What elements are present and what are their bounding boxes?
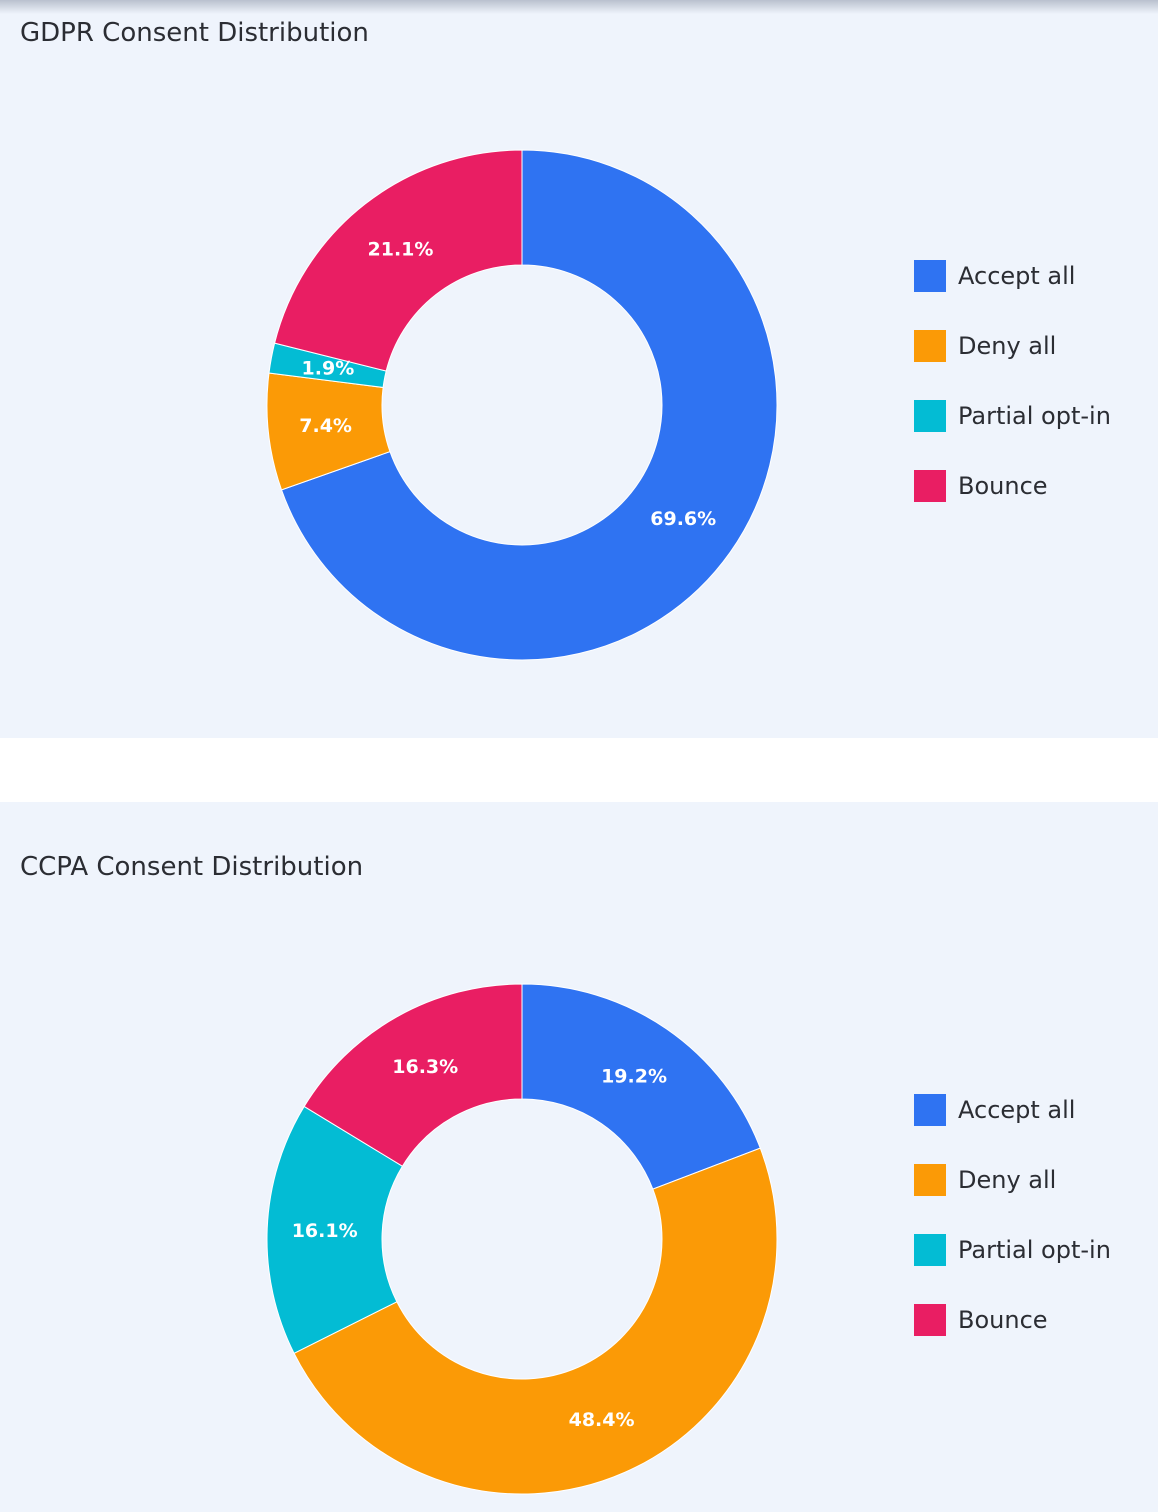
- gdpr-donut-chart: 69.6% 7.4% 1.9% 21.1%: [266, 149, 778, 661]
- legend-label: Accept all: [958, 262, 1076, 290]
- legend-swatch-deny-all: [914, 330, 946, 362]
- legend-swatch-accept-all: [914, 1094, 946, 1126]
- slice-accept-all[interactable]: [280, 149, 778, 661]
- legend-label: Accept all: [958, 1096, 1076, 1124]
- legend-swatch-bounce: [914, 470, 946, 502]
- legend-item-bounce[interactable]: Bounce: [914, 470, 1111, 502]
- legend-item-partial-opt-in[interactable]: Partial opt-in: [914, 1234, 1111, 1266]
- legend-label: Partial opt-in: [958, 1236, 1111, 1264]
- slice-bounce[interactable]: [303, 983, 523, 1167]
- legend-item-accept-all[interactable]: Accept all: [914, 1094, 1111, 1126]
- legend-label: Deny all: [958, 332, 1057, 360]
- legend-item-bounce[interactable]: Bounce: [914, 1304, 1111, 1336]
- legend-swatch-accept-all: [914, 260, 946, 292]
- ccpa-donut-chart: 19.2% 48.4% 16.1% 16.3%: [266, 983, 778, 1495]
- data-label-bounce: 16.3%: [392, 1056, 458, 1078]
- legend-item-deny-all[interactable]: Deny all: [914, 1164, 1111, 1196]
- legend-label: Deny all: [958, 1166, 1057, 1194]
- data-label-partial-opt-in: 16.1%: [292, 1220, 358, 1242]
- data-label-bounce: 21.1%: [368, 238, 434, 260]
- slice-accept-all[interactable]: [521, 983, 761, 1190]
- legend-label: Partial opt-in: [958, 402, 1111, 430]
- legend-item-partial-opt-in[interactable]: Partial opt-in: [914, 400, 1111, 432]
- legend-label: Bounce: [958, 472, 1048, 500]
- legend-item-accept-all[interactable]: Accept all: [914, 260, 1111, 292]
- slice-bounce[interactable]: [274, 149, 523, 372]
- data-label-partial-opt-in: 1.9%: [302, 358, 355, 380]
- top-shadow: [0, 0, 1158, 14]
- ccpa-legend: Accept all Deny all Partial opt-in Bounc…: [914, 1094, 1111, 1374]
- legend-swatch-partial-opt-in: [914, 1234, 946, 1266]
- gdpr-chart-panel: GDPR Consent Distribution 69.6% 7.4% 1.9% 2…: [0, 0, 1158, 738]
- legend-swatch-partial-opt-in: [914, 400, 946, 432]
- legend-item-deny-all[interactable]: Deny all: [914, 330, 1111, 362]
- data-label-deny-all: 48.4%: [569, 1409, 635, 1431]
- legend-label: Bounce: [958, 1306, 1048, 1334]
- ccpa-chart-panel: CCPA Consent Distribution 19.2% 48.4% 16.1…: [0, 802, 1158, 1512]
- ccpa-chart-title: CCPA Consent Distribution: [20, 852, 364, 882]
- legend-swatch-deny-all: [914, 1164, 946, 1196]
- legend-swatch-bounce: [914, 1304, 946, 1336]
- slice-deny-all[interactable]: [293, 1147, 778, 1495]
- slice-partial-opt-in[interactable]: [266, 1105, 404, 1355]
- data-label-accept-all: 19.2%: [601, 1065, 667, 1087]
- gdpr-legend: Accept all Deny all Partial opt-in Bounc…: [914, 260, 1111, 540]
- data-label-deny-all: 7.4%: [299, 415, 352, 437]
- data-label-accept-all: 69.6%: [650, 508, 716, 530]
- gdpr-chart-title: GDPR Consent Distribution: [20, 18, 369, 48]
